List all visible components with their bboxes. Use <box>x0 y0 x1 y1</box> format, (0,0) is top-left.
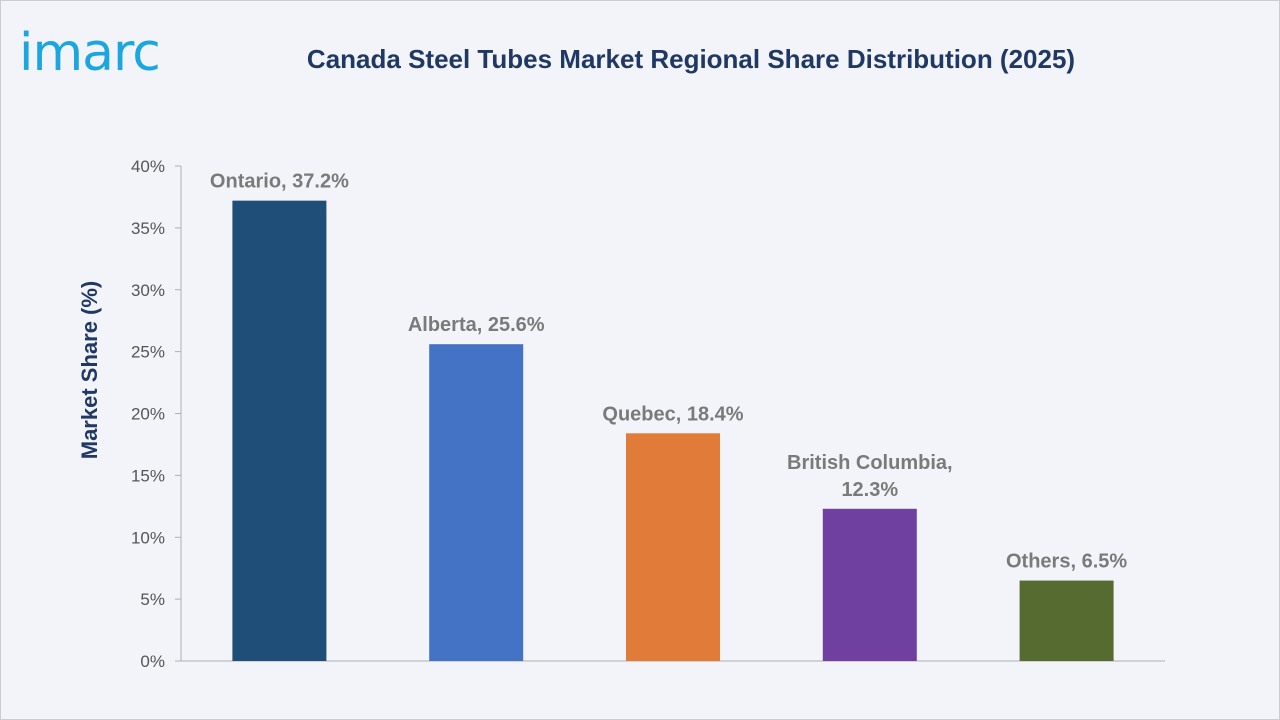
chart-title: Canada Steel Tubes Market Regional Share… <box>306 44 1076 74</box>
y-axis: 0% 5% 10% 15% 20% 25% 30% 35% 40% <box>131 157 1165 671</box>
y-tick-label: 40% <box>131 157 165 176</box>
imarc-logo: imarc <box>19 23 161 83</box>
y-tick-label: 0% <box>140 652 165 671</box>
data-label: British Columbia, <box>787 452 953 474</box>
bars <box>232 200 1114 661</box>
data-label: Ontario, 37.2% <box>210 171 349 193</box>
data-label: Quebec, 18.4% <box>602 403 743 425</box>
y-tick-label: 10% <box>131 528 165 547</box>
y-tick-label: 25% <box>131 343 165 362</box>
bar-quebec <box>626 433 720 661</box>
y-tick-label: 5% <box>140 590 165 609</box>
bar-ontario <box>232 200 327 661</box>
bar-others <box>1019 580 1114 661</box>
data-label: 12.3% <box>841 479 898 501</box>
y-axis-label: Market Share (%) <box>77 281 102 460</box>
data-labels: Ontario, 37.2% Alberta, 25.6% Quebec, 18.4… <box>210 171 1127 573</box>
data-label: Alberta, 25.6% <box>408 314 545 336</box>
bar-british-columbia <box>822 508 917 661</box>
data-label: Others, 6.5% <box>1006 551 1127 573</box>
y-tick-label: 30% <box>131 281 165 300</box>
y-tick-label: 35% <box>131 219 165 238</box>
y-tick-label: 20% <box>131 405 165 424</box>
bar-alberta <box>429 344 524 661</box>
y-tick-label: 15% <box>131 466 165 485</box>
